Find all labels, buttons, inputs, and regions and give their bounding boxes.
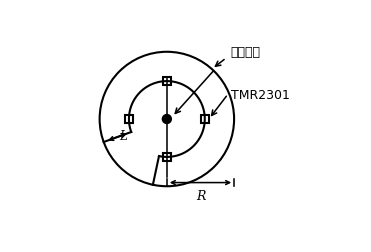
Circle shape: [162, 115, 171, 124]
Bar: [163, 78, 171, 86]
Text: R: R: [196, 189, 205, 202]
Bar: [163, 153, 171, 161]
Bar: [201, 115, 209, 124]
Text: TMR2301: TMR2301: [231, 88, 289, 101]
Bar: [125, 115, 133, 124]
Text: L: L: [119, 129, 127, 142]
Text: 载流导线: 载流导线: [231, 46, 261, 59]
